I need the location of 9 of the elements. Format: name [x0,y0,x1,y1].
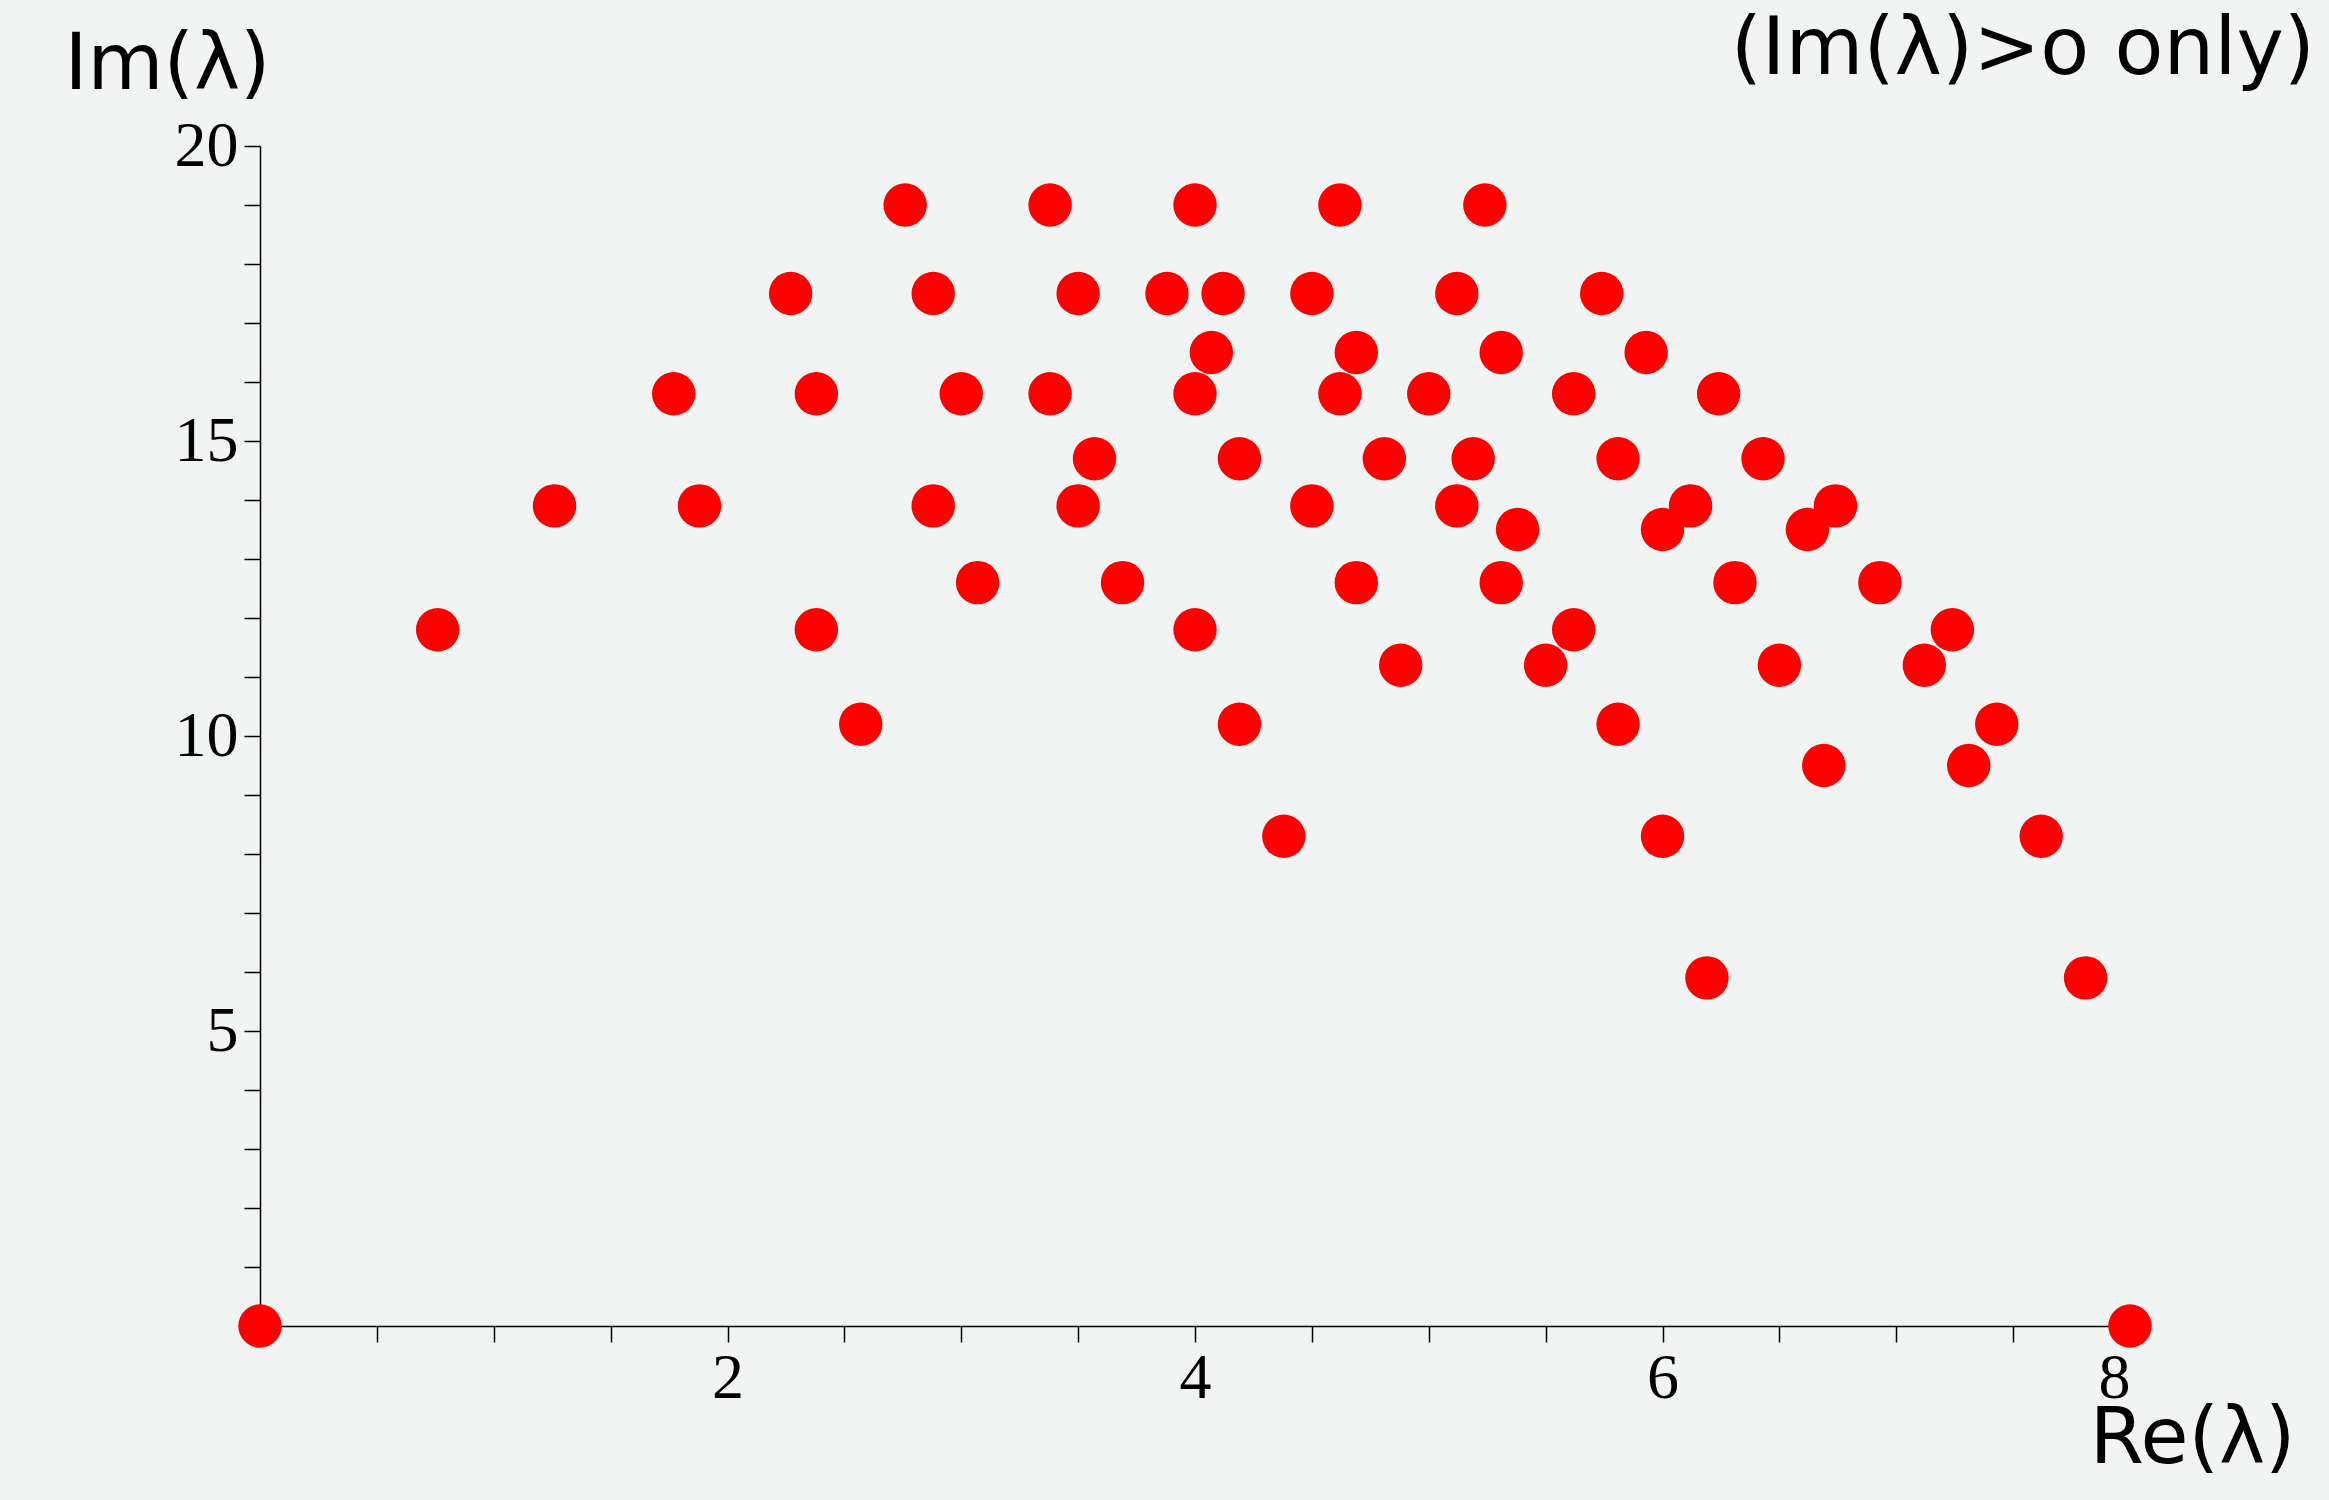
y-tick-label: 15 [174,403,239,475]
x-tick-label: 4 [1179,1340,1212,1412]
chart-title: (Im(λ)>o only) [1730,0,2315,93]
y-axis-title: Im(λ) [64,16,271,107]
x-tick-label: 6 [1647,1340,1679,1412]
y-tick-label: 5 [206,993,239,1065]
y-tick-label: 10 [174,698,239,770]
x-tick-label: 2 [712,1340,744,1412]
y-tick-label: 20 [174,108,239,180]
